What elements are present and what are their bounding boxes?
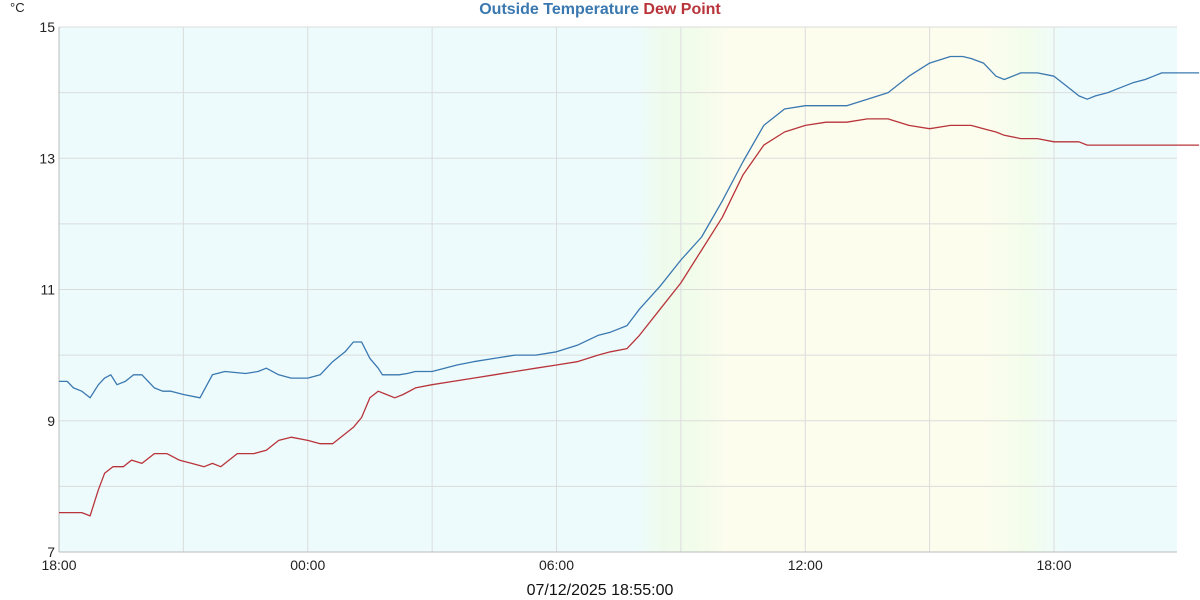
x-tick-label: 18:00 <box>1036 557 1071 573</box>
x-tick-label: 06:00 <box>539 557 574 573</box>
footer-timestamp: 07/12/2025 18:55:00 <box>526 582 674 599</box>
x-tick-label: 00:00 <box>290 557 325 573</box>
y-axis-unit: °C <box>10 0 25 15</box>
dew-point-line <box>59 118 1200 517</box>
y-tick-label: 11 <box>40 282 55 298</box>
y-tick-label: 9 <box>47 413 55 429</box>
legend: Outside Temperature Dew Point <box>0 0 1200 20</box>
y-tick-label: 13 <box>39 150 55 166</box>
legend-outside-temperature[interactable]: Outside Temperature <box>479 1 639 18</box>
x-tick-label: 18:00 <box>41 557 76 573</box>
outside-temperature-line <box>59 55 1200 399</box>
legend-dew-point[interactable]: Dew Point <box>643 1 721 18</box>
y-tick-label: 15 <box>39 19 55 35</box>
gridlines <box>58 26 1177 553</box>
x-tick-label: 12:00 <box>788 557 823 573</box>
y-tick-label: 7 <box>47 544 55 560</box>
series-lines <box>59 55 1200 517</box>
